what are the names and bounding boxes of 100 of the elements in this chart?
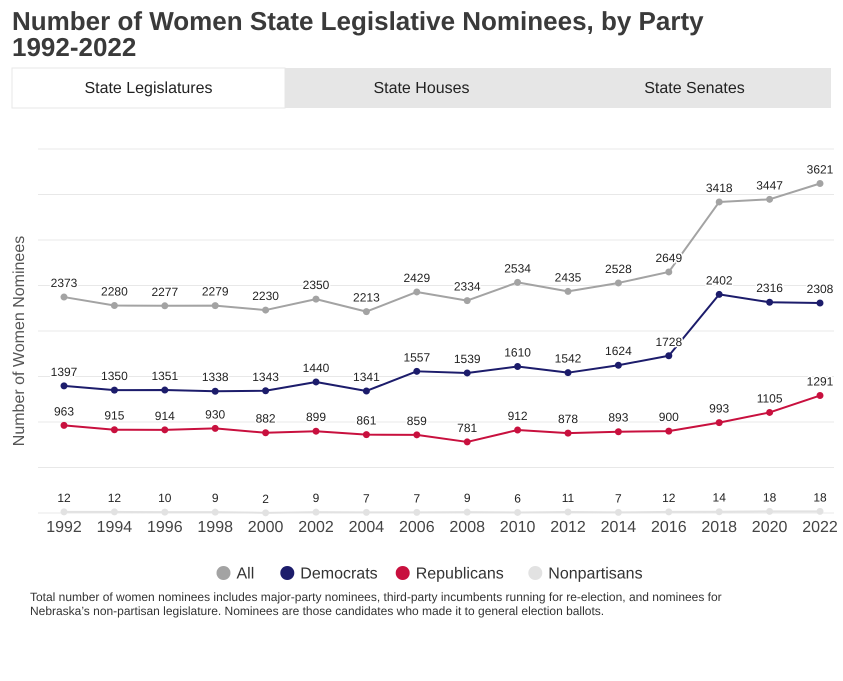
point (413, 508, 420, 516)
point (766, 508, 774, 515)
data-label: 915 (104, 408, 125, 423)
data-label: 9 (312, 491, 320, 506)
tab: State Legislatures (12, 68, 286, 108)
data-label: 893 (608, 410, 629, 425)
point (312, 428, 320, 435)
data-label: 2429 (403, 270, 430, 285)
point (464, 369, 471, 376)
point (362, 431, 370, 438)
data-label: 2373 (50, 276, 78, 290)
tab: State Houses (285, 68, 558, 108)
data-label: 3621 (806, 162, 834, 176)
x-tick-label: 2002 (298, 519, 334, 536)
point (110, 386, 118, 394)
point (413, 288, 420, 296)
data-label: 1105 (756, 391, 783, 406)
point (564, 288, 572, 295)
point (312, 508, 320, 516)
x-tick-label: 1996 (147, 519, 183, 536)
point (766, 196, 774, 203)
data-label: 882 (256, 412, 276, 426)
point (212, 508, 219, 516)
data-label: 899 (306, 410, 326, 424)
point (110, 508, 118, 516)
data-label: 3418 (706, 180, 733, 195)
point (362, 387, 370, 394)
point (816, 392, 824, 400)
point (665, 508, 672, 516)
point (464, 438, 471, 446)
point (312, 378, 320, 386)
point (60, 422, 68, 429)
x-tick-label: 2018 (701, 519, 738, 536)
data-label: 993 (709, 402, 730, 416)
point (110, 426, 118, 434)
data-label: 1624 (605, 344, 632, 358)
point (262, 509, 270, 516)
data-label: 3447 (756, 178, 784, 192)
data-label: 12 (662, 490, 676, 505)
data-label: 861 (356, 414, 377, 428)
legend-label: Republicans (416, 566, 504, 582)
point (161, 302, 168, 310)
data-label: 900 (658, 410, 680, 424)
point (564, 430, 572, 437)
point (413, 368, 420, 375)
point (161, 426, 168, 434)
point (212, 388, 219, 395)
data-label: 9 (464, 491, 471, 506)
point (716, 508, 723, 516)
data-label: 2534 (504, 261, 532, 276)
data-label: 2 (262, 492, 270, 506)
data-label: 1338 (202, 370, 229, 384)
point (514, 362, 522, 370)
x-tick-label: 2010 (500, 519, 536, 536)
point (665, 268, 672, 276)
point (262, 306, 270, 314)
data-label: 912 (508, 409, 528, 424)
point (514, 508, 522, 516)
point (665, 428, 672, 435)
data-label: 6 (514, 491, 522, 506)
point (60, 508, 68, 516)
point (212, 302, 219, 310)
data-label: 2308 (806, 282, 834, 296)
point (464, 508, 471, 516)
data-label: 878 (558, 412, 578, 426)
data-label: 1557 (403, 350, 430, 364)
data-label: 2350 (302, 278, 330, 292)
point (564, 508, 572, 516)
text: Total number of women nominees includes major-party nominees, third-party incumbents running for re-election, and nominees for Nebraska’s non-partisan legislature. Nominees are those candidates who made it to general election ballots. (30, 590, 722, 618)
chart-title: Number of Women State Legislative Nominees, by Party 1992-2022 (12, 6, 704, 62)
point (716, 198, 723, 206)
data-label: 2528 (605, 262, 632, 276)
data-label: 859 (406, 414, 428, 428)
point (614, 362, 622, 369)
data-label: 2334 (454, 280, 481, 294)
point (816, 508, 824, 515)
point (514, 278, 522, 286)
point (413, 431, 420, 438)
data-label: 2230 (252, 289, 280, 304)
point (262, 429, 270, 436)
data-label: 2213 (353, 290, 380, 305)
data-label: 930 (205, 407, 226, 422)
point (766, 298, 774, 306)
point (161, 386, 168, 394)
data-label: 781 (457, 420, 478, 435)
tab: State Senates (558, 68, 831, 108)
data-label: 1343 (252, 370, 280, 384)
x-tick-label: 2012 (550, 519, 586, 536)
data-label: 11 (562, 491, 575, 505)
data-label: 18 (762, 490, 777, 504)
legend-label: Democrats (300, 566, 378, 582)
data-label: 7 (615, 491, 622, 506)
point (262, 387, 270, 394)
legend-label: All (236, 566, 254, 582)
point (564, 369, 572, 376)
point (60, 294, 68, 301)
point (816, 299, 824, 306)
point (312, 296, 320, 303)
point (514, 426, 522, 434)
data-label: 10 (158, 491, 172, 506)
